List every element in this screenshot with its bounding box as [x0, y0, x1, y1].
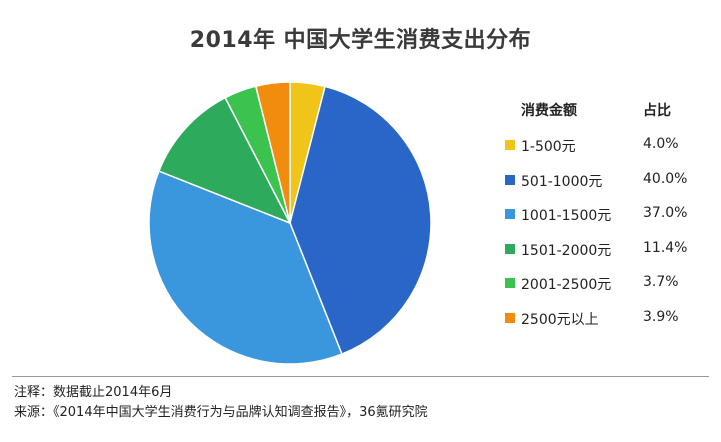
- legend-label: 1501-2000元: [521, 242, 612, 259]
- pie-slice-2: [289, 85, 432, 356]
- footer-source: 来源：《2014年中国大学生消费行为与品牌认知调查报告》，36氪研究院: [14, 405, 428, 420]
- legend-swatch: [505, 140, 515, 150]
- legend-swatch: [505, 209, 515, 219]
- legend-label: 2001-2500元: [521, 277, 612, 293]
- pie-slice-4: [157, 96, 292, 225]
- legend-swatch: [505, 174, 515, 185]
- legend-header-share: 占比: [643, 103, 671, 119]
- legend-percent: 3.9%: [643, 308, 679, 325]
- legend-swatch: [505, 278, 515, 288]
- legend-label: 501-1000元: [521, 173, 603, 190]
- legend-item-6: 2500元以上 3.9%: [505, 308, 705, 330]
- legend-swatch: [505, 243, 515, 254]
- legend-label: 2500元以上: [521, 311, 599, 328]
- legend-swatch: [505, 312, 515, 323]
- pie-slice-6: [254, 81, 291, 224]
- legend-item-5: 2001-2500元 3.7%: [505, 273, 705, 295]
- legend-header-amount: 消费金额: [521, 103, 577, 119]
- legend-label: 1001-1500元: [521, 208, 612, 224]
- legend-percent: 37.0%: [643, 205, 688, 221]
- legend-percent: 40.0%: [643, 170, 688, 187]
- chart-title: 2014年 中国大学生消费支出分布: [189, 28, 532, 53]
- pie-slice-3: [148, 170, 343, 365]
- legend-percent: 3.7%: [643, 274, 679, 290]
- legend-item-3: 1001-1500元 37.0%: [505, 204, 705, 226]
- legend-label: 1-500元: [521, 139, 576, 155]
- legend-item-1: 1-500元 4.0%: [505, 135, 705, 157]
- legend-item-4: 1501-2000元 11.4%: [505, 239, 705, 261]
- legend-percent: 11.4%: [643, 239, 688, 256]
- footer-note: 注释：数据截止2014年6月: [14, 385, 173, 400]
- footer-divider: [12, 376, 709, 377]
- legend-item-2: 501-1000元 40.0%: [505, 170, 705, 192]
- legend-percent: 4.0%: [643, 136, 679, 152]
